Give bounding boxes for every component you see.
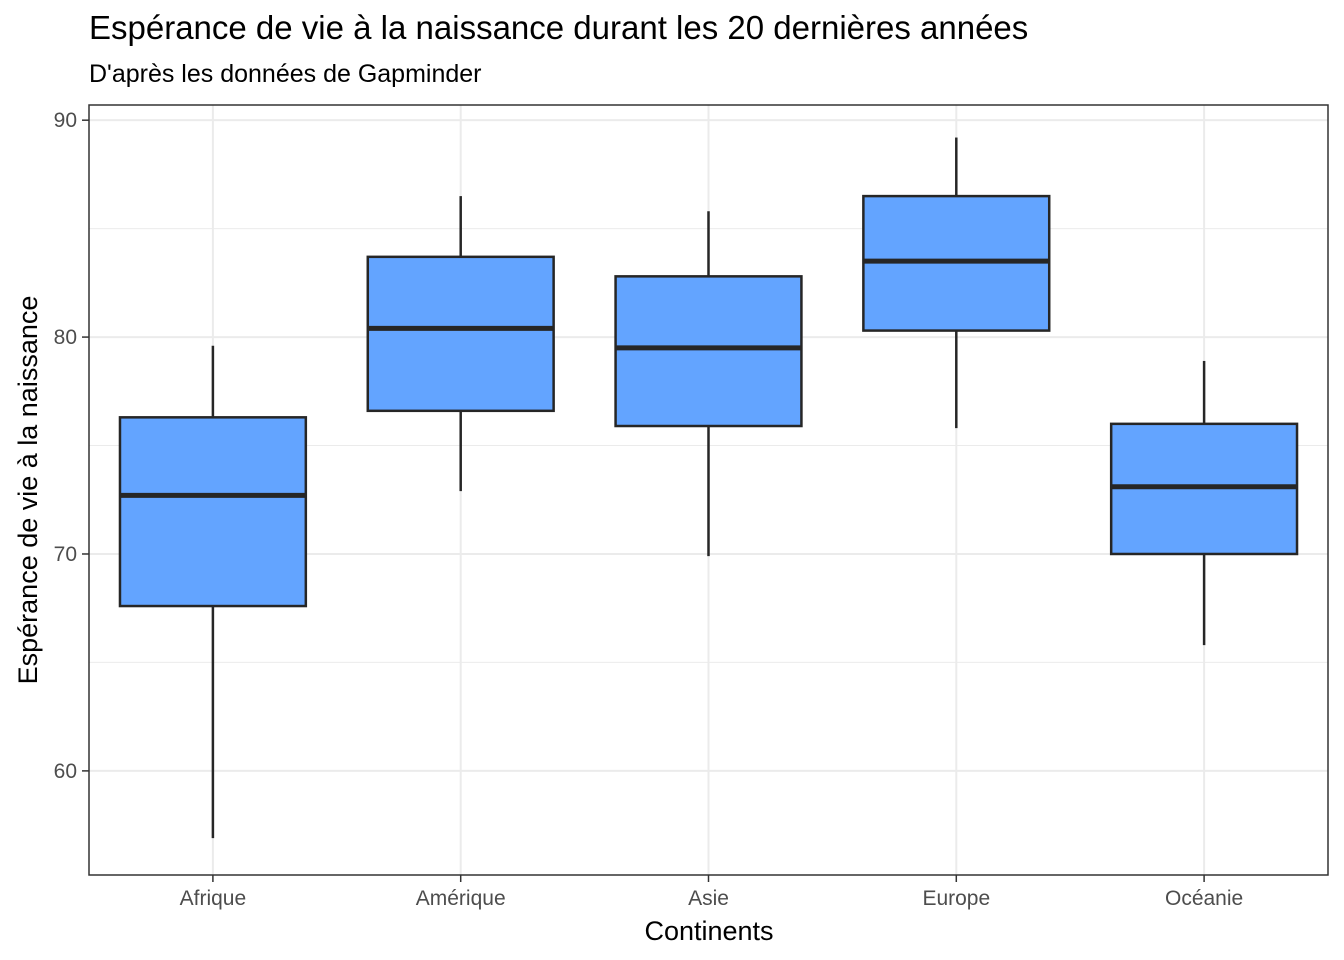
y-tick-label: 70	[54, 543, 77, 566]
x-tick-label: Afrique	[180, 887, 247, 910]
y-tick-label: 90	[54, 109, 77, 132]
box-iqr	[614, 275, 803, 428]
y-tick-label: 80	[54, 326, 77, 349]
plot-panel: 60 70 80 90 Afrique Amérique Asie Europe Océanie	[54, 104, 1329, 910]
chart-title: Espérance de vie à la naissance durant l…	[89, 9, 1028, 46]
x-axis-title: Continents	[644, 916, 773, 946]
y-axis-title: Espérance de vie à la naissance	[13, 296, 43, 685]
x-tick-label: Asie	[688, 887, 729, 910]
x-tick-label: Europe	[922, 887, 990, 910]
box-iqr	[118, 416, 308, 608]
y-tick-label: 60	[54, 760, 77, 783]
x-tick-label: Océanie	[1165, 887, 1243, 910]
x-tick-label: Amérique	[416, 887, 506, 910]
chart-subtitle: D'après les données de Gapminder	[89, 60, 482, 88]
box-iqr	[366, 255, 555, 413]
